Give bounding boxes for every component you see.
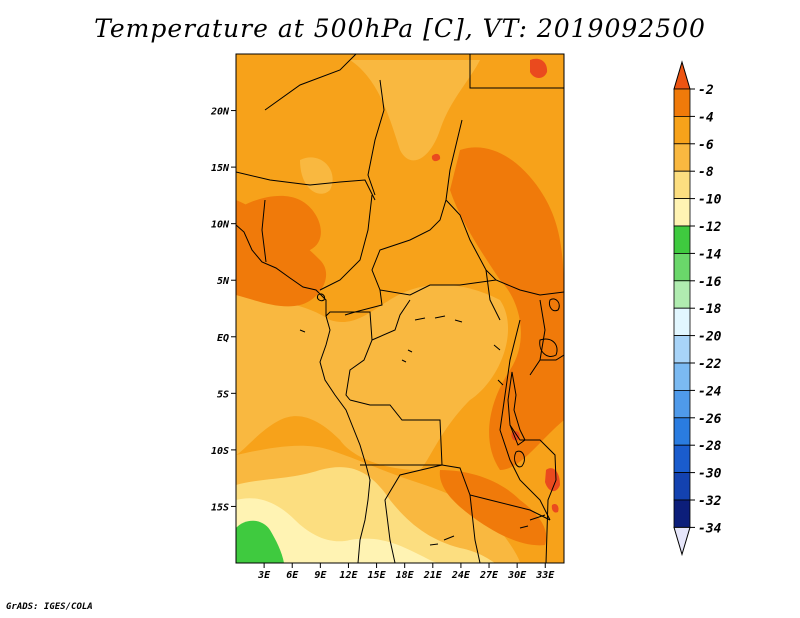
colorbar-label: -26	[698, 412, 722, 427]
colorbar-swatch	[673, 280, 691, 309]
colorbar-label: -20	[698, 330, 722, 345]
colorbar-label: -28	[698, 439, 722, 454]
colorbar-label: -24	[698, 384, 722, 399]
longitude-axis: 3E 6E 9E 12E 15E 18E 21E 24E 27E 30E 33E	[257, 563, 555, 581]
grads-credit: GrADS: IGES/COLA	[6, 602, 93, 612]
colorbar-label: -34	[698, 521, 722, 536]
lon-tick-label: 3E	[257, 570, 271, 581]
colorbar-swatch	[673, 499, 691, 528]
colorbar-swatch	[673, 143, 691, 172]
band-minus14-minus12	[236, 520, 284, 563]
lon-tick-label: 15E	[368, 570, 387, 581]
colorbar-swatch	[673, 362, 691, 391]
lon-tick-label: 33E	[535, 570, 555, 581]
colorbar-swatch	[673, 170, 691, 199]
lat-tick-label: 20N	[210, 107, 230, 118]
lat-tick-label: 10S	[211, 446, 229, 457]
colorbar-swatch	[673, 88, 691, 117]
colorbar-label: -14	[698, 247, 722, 262]
colorbar-label: -18	[698, 302, 722, 317]
temperature-field	[236, 54, 564, 563]
colorbar-top-arrow	[673, 60, 691, 90]
lon-tick-label: 27E	[479, 570, 499, 581]
colorbar: -2 -4 -6 -8 -10 -12 -14 -16 -18 -20 -22 -24 -26 -28 -3…	[673, 60, 722, 557]
colorbar-swatch	[673, 307, 691, 337]
colorbar-label: -4	[698, 110, 714, 125]
colorbar-swatch	[673, 472, 691, 501]
colorbar-label: -32	[698, 494, 722, 509]
colorbar-label: -8	[698, 165, 714, 180]
band-minus8-minus6	[236, 60, 509, 470]
colorbar-label: -16	[698, 275, 722, 290]
colorbar-swatch	[673, 389, 691, 419]
band-minus12-minus10	[236, 498, 440, 563]
colorbar-swatch	[673, 444, 691, 474]
band-minus4-minus2	[236, 147, 564, 546]
lat-tick-label: 5N	[217, 276, 230, 287]
colorbar-swatch	[673, 252, 691, 282]
colorbar-label: -22	[698, 357, 722, 372]
colorbar-label: -10	[698, 193, 722, 208]
lon-tick-label: 21E	[423, 570, 443, 581]
colorbar-swatch	[673, 116, 691, 145]
lat-tick-label: 15S	[211, 502, 229, 513]
lat-tick-label: 15N	[211, 163, 230, 174]
colorbar-swatch	[673, 417, 691, 446]
colorbar-swatch	[673, 335, 691, 364]
lat-tick-label: 5S	[217, 389, 229, 400]
lon-tick-label: 18E	[396, 570, 415, 581]
colorbar-swatch	[673, 225, 691, 254]
lon-tick-label: 6E	[286, 570, 299, 581]
coastlines-borders	[236, 54, 564, 563]
lon-tick-label: 30E	[507, 570, 527, 581]
lon-tick-label: 12E	[339, 570, 358, 581]
colorbar-bottom-arrow	[673, 526, 691, 557]
colorbar-label: -12	[698, 220, 722, 235]
colorbar-swatch	[673, 198, 691, 227]
map-frame	[235, 53, 565, 564]
colorbar-label: -6	[698, 138, 714, 153]
lat-tick-label: 10N	[211, 220, 230, 231]
colorbar-label: -2	[698, 83, 714, 98]
lat-tick-label: EQ	[217, 333, 229, 344]
colorbar-label: -30	[698, 467, 722, 482]
lon-tick-label: 9E	[314, 570, 327, 581]
latitude-axis: 20N 15N 10N 5N EQ 5S 10S 15S	[210, 107, 236, 513]
lon-tick-label: 24E	[451, 570, 471, 581]
map-title: Temperature at 500hPa [C], VT: 201909250…	[94, 14, 706, 43]
